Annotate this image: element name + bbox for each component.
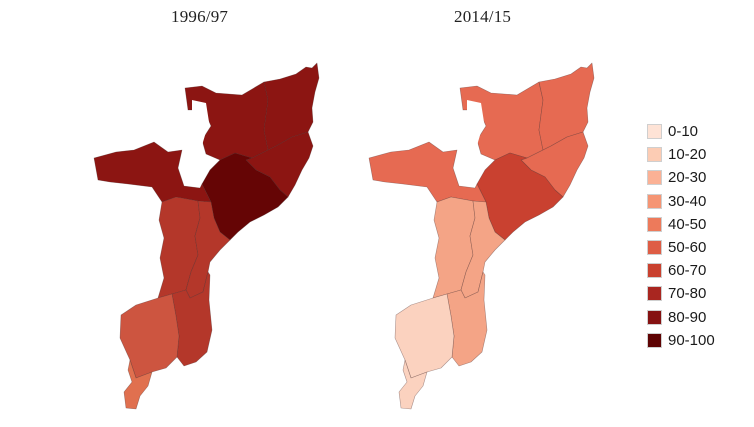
legend-swatch [647,286,662,302]
legend-item: 30-40 [647,190,715,213]
legend-label: 90-100 [668,331,715,349]
legend-item: 70-80 [647,282,715,305]
map-title-2014-15: 2014/15 [454,7,512,26]
region-maputo [123,359,153,410]
legend-item: 60-70 [647,259,715,282]
legend-item: 10-20 [647,143,715,166]
legend-label: 80-90 [668,308,707,326]
lake-niassa [463,100,484,162]
legend-label: 50-60 [668,239,707,257]
region-cabo-delgado [263,62,320,151]
region-cabo-delgado [538,62,595,151]
lake-niassa [188,100,209,162]
legend-label: 70-80 [668,285,707,303]
legend-label: 0-10 [668,123,699,141]
map-title-1996-97: 1996/97 [171,7,229,26]
legend-item: 0-10 [647,120,715,143]
legend-label: 40-50 [668,215,707,233]
legend-label: 60-70 [668,262,707,280]
region-maputo [398,359,428,410]
legend-swatch [647,170,662,186]
region-tete [368,141,487,203]
legend-label: 10-20 [668,146,707,164]
legend: 0-10 10-20 20-30 30-40 40-50 50-60 60-70 70-80 8… [647,120,715,352]
legend-label: 20-30 [668,169,707,187]
region-tete [93,141,212,203]
legend-swatch [647,240,662,256]
legend-item: 20-30 [647,166,715,189]
region-inhambane [446,271,488,367]
legend-item: 50-60 [647,236,715,259]
legend-item: 80-90 [647,306,715,329]
legend-swatch [647,147,662,163]
legend-swatch [647,193,662,209]
map-1996-97 [93,62,320,410]
legend-swatch [647,263,662,279]
region-inhambane [171,271,213,367]
legend-swatch [647,124,662,140]
legend-swatch [647,332,662,348]
map-2014-15 [368,62,595,410]
legend-item: 40-50 [647,213,715,236]
legend-item: 90-100 [647,329,715,352]
legend-label: 30-40 [668,192,707,210]
legend-swatch [647,216,662,232]
legend-swatch [647,309,662,325]
